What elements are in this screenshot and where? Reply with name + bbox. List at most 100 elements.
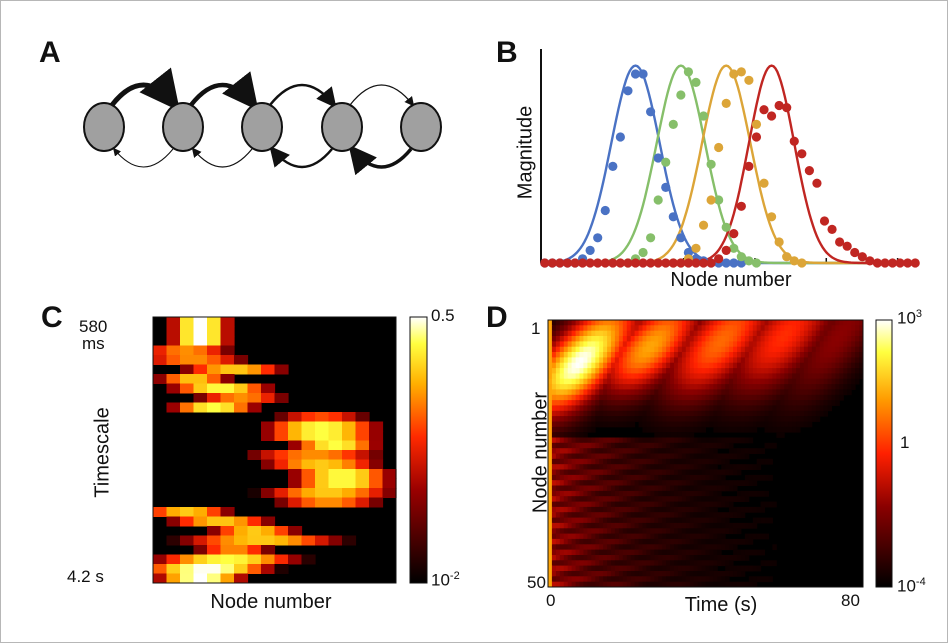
heat-cell bbox=[717, 576, 722, 583]
heat-cell bbox=[666, 560, 671, 567]
heat-cell bbox=[595, 538, 600, 545]
heat-cell bbox=[622, 512, 628, 518]
heat-cell bbox=[559, 357, 565, 364]
heat-cell bbox=[705, 528, 710, 535]
heat-cell bbox=[579, 506, 584, 513]
heat-cell bbox=[642, 442, 647, 449]
heat-cell bbox=[638, 346, 643, 353]
heat-cell bbox=[650, 480, 655, 486]
heat-cell bbox=[247, 516, 262, 527]
heat-cell bbox=[748, 373, 754, 380]
heat-cell bbox=[847, 389, 852, 396]
heat-cell bbox=[563, 357, 569, 364]
heat-cell bbox=[681, 421, 687, 428]
heat-cell bbox=[658, 464, 663, 470]
heat-cell bbox=[677, 341, 683, 348]
heat-cell bbox=[646, 490, 651, 497]
heat-cell bbox=[563, 405, 569, 412]
heat-cell bbox=[646, 373, 651, 380]
heat-cell bbox=[654, 421, 659, 428]
heat-cell bbox=[571, 555, 576, 561]
heat-cell bbox=[614, 325, 620, 332]
heat-cell bbox=[674, 352, 679, 358]
heat-cell bbox=[638, 400, 643, 406]
heat-cell bbox=[587, 373, 592, 380]
heat-cell bbox=[701, 442, 706, 449]
heat-cell bbox=[674, 517, 679, 524]
heat-cell bbox=[595, 490, 600, 497]
heat-cell bbox=[650, 464, 655, 470]
heat-cell bbox=[674, 421, 679, 428]
heat-cell bbox=[571, 341, 576, 348]
heat-cell bbox=[713, 469, 718, 476]
heat-cell bbox=[622, 341, 628, 348]
heat-cell bbox=[697, 571, 702, 577]
data-point-blue bbox=[540, 258, 550, 268]
heat-cell bbox=[634, 512, 639, 518]
data-point-red bbox=[797, 149, 807, 159]
heat-cell bbox=[803, 400, 809, 406]
heat-cell bbox=[571, 442, 576, 449]
heat-cell bbox=[650, 453, 655, 460]
heat-cell bbox=[559, 517, 565, 524]
heat-cell bbox=[752, 320, 758, 326]
heat-cell bbox=[583, 555, 588, 561]
heat-cell bbox=[677, 538, 683, 545]
heat-cell bbox=[355, 478, 370, 489]
heat-cell bbox=[658, 490, 663, 497]
heat-cell bbox=[630, 549, 636, 556]
heat-cell bbox=[618, 336, 624, 342]
heat-cell bbox=[551, 410, 557, 417]
heat-cell bbox=[744, 400, 750, 406]
heat-cell bbox=[607, 517, 612, 524]
heat-cell bbox=[575, 394, 580, 401]
heat-cell bbox=[587, 538, 592, 545]
heat-cell bbox=[630, 330, 636, 337]
heat-cell bbox=[859, 368, 864, 374]
heat-cell bbox=[207, 383, 222, 394]
heat-cell bbox=[571, 469, 576, 476]
heat-cell bbox=[681, 549, 687, 556]
heat-cell bbox=[729, 325, 734, 332]
heat-cell bbox=[634, 416, 639, 422]
heat-cell bbox=[823, 378, 828, 385]
heat-cell bbox=[630, 357, 636, 364]
heat-cell bbox=[603, 378, 608, 385]
heat-cell bbox=[638, 437, 643, 444]
heat-cell bbox=[677, 421, 683, 428]
heat-cell bbox=[583, 357, 588, 364]
heat-cell bbox=[642, 538, 647, 545]
heat-cell bbox=[737, 480, 742, 486]
heat-cell bbox=[709, 330, 714, 337]
heat-cell bbox=[674, 565, 679, 572]
heat-cell bbox=[650, 421, 655, 428]
heat-cell bbox=[591, 512, 596, 518]
heat-cell bbox=[642, 426, 647, 433]
heat-cell bbox=[591, 320, 596, 326]
data-point-gold bbox=[698, 220, 709, 230]
heat-cell bbox=[587, 517, 592, 524]
heat-cell bbox=[729, 538, 734, 545]
heat-cell bbox=[729, 565, 734, 572]
heat-cell bbox=[342, 431, 357, 441]
heat-cell bbox=[768, 421, 773, 428]
heat-cell bbox=[788, 357, 793, 364]
heat-cell bbox=[677, 560, 683, 567]
panel-d-colorbar bbox=[875, 319, 893, 588]
heat-cell bbox=[701, 410, 706, 417]
heat-cell bbox=[697, 394, 702, 401]
heat-cell bbox=[207, 535, 222, 546]
heat-cell bbox=[638, 368, 643, 374]
heat-cell bbox=[760, 506, 765, 513]
heat-cell bbox=[748, 336, 754, 342]
heat-cell bbox=[800, 421, 805, 428]
heat-cell bbox=[685, 405, 691, 412]
heat-cell bbox=[662, 394, 667, 401]
heat-cell bbox=[575, 555, 580, 561]
heat-cell bbox=[630, 384, 636, 390]
heat-cell bbox=[666, 458, 671, 465]
heat-cell bbox=[563, 480, 569, 486]
heat-cell bbox=[634, 581, 639, 588]
heat-cell bbox=[563, 368, 569, 374]
